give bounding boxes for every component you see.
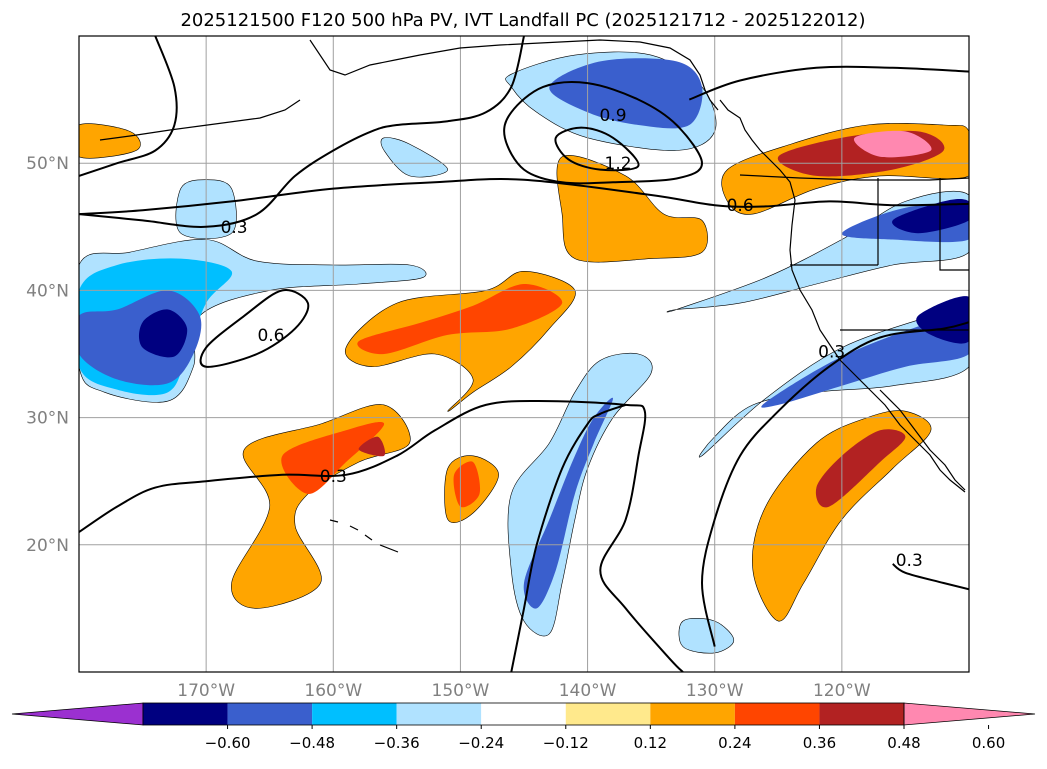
- coastlines: [99, 39, 969, 553]
- filled-region-3: [138, 309, 188, 358]
- coastline-north-america: [719, 99, 966, 493]
- colorbar-tick-label-1: −0.48: [289, 734, 335, 752]
- colorbar-tick-label-0: −0.60: [205, 734, 251, 752]
- colorbar-tick-label-2: −0.36: [374, 734, 420, 752]
- contour-label-4: 0.6: [727, 196, 754, 216]
- lat-tick-0: 20°N: [26, 536, 69, 556]
- colorbar-extend-low: [11, 702, 144, 726]
- filled-region-10: [892, 199, 969, 234]
- plot-frame: [78, 35, 970, 673]
- colorbar-segment-4: [396, 703, 482, 725]
- contour-label-0: 0.3: [221, 218, 248, 238]
- filled-region-23: [357, 283, 563, 355]
- contour-label-text: 0.3: [320, 467, 347, 487]
- contour-line-3: [79, 399, 684, 672]
- filled-region-15: [523, 397, 613, 609]
- colorbar-segment-6: [565, 703, 651, 725]
- contour-line-5: [700, 321, 969, 647]
- border-states: [790, 178, 969, 331]
- contour-label-5: 0.3: [320, 467, 347, 487]
- contour-label-2: 0.9: [599, 106, 626, 126]
- filled-region-12: [761, 313, 969, 408]
- colorbar-tick-label-7: 0.36: [803, 734, 836, 752]
- contour-line-1: [79, 36, 178, 177]
- contour-label-text: 0.6: [727, 196, 754, 216]
- filled-region-26: [358, 436, 386, 457]
- contour-line-7: [79, 178, 969, 216]
- contour-labels: 0.3 0.6 0.9 1.2 0.6 0.3 0.3 0.3: [221, 106, 923, 571]
- colorbar-tick-label-9: 0.60: [972, 734, 1005, 752]
- colorbar-tick-label-5: 0.12: [634, 734, 667, 752]
- filled-region-13: [916, 296, 969, 344]
- filled-region-21: [853, 130, 932, 158]
- contour-label-7: 0.3: [896, 551, 923, 571]
- contour-line-2: [199, 289, 310, 368]
- contour-line-9: [554, 126, 640, 172]
- lon-tick-3: 140°W: [559, 681, 617, 701]
- pc-contours: [79, 36, 969, 672]
- coastline-alaska: [309, 39, 719, 111]
- lon-tick-4: 130°W: [686, 681, 744, 701]
- latitude-tick-labels: 20°N 30°N 40°N 50°N: [26, 154, 69, 556]
- contour-line-6: [892, 563, 969, 591]
- chart-title: 2025121500 F120 500 hPa PV, IVT Landfall…: [180, 10, 865, 31]
- contour-line-4: [510, 403, 627, 672]
- lat-tick-1: 30°N: [26, 409, 69, 429]
- coastline-aleutians: [99, 99, 301, 141]
- lon-tick-2: 150°W: [432, 681, 490, 701]
- filled-region-16: [678, 618, 735, 654]
- colorbar-tick-label-6: 0.24: [718, 734, 751, 752]
- contour-label-text: 1.2: [605, 154, 632, 174]
- colorbar: −0.60 −0.48 −0.36 −0.24 −0.12 0.12 0.24 0.36 0.4…: [11, 702, 1036, 752]
- contour-label-text: 0.3: [896, 551, 923, 571]
- coastline-hawaii: [329, 519, 399, 553]
- longitude-tick-labels: 170°W 160°W 150°W 140°W 130°W 120°W: [177, 681, 871, 701]
- colorbar-tick-label-8: 0.48: [887, 734, 920, 752]
- colorbar-tick-label-3: −0.24: [458, 734, 504, 752]
- colorbar-segment-8: [734, 703, 820, 725]
- contour-line-0: [79, 36, 525, 228]
- colorbar-segment-9: [819, 703, 904, 725]
- lon-tick-0: 170°W: [177, 681, 235, 701]
- colorbar-frame: [142, 702, 905, 726]
- coastline-baja: [879, 389, 966, 491]
- contour-label-text: 0.9: [599, 106, 626, 126]
- contour-label-6: 0.3: [818, 342, 845, 362]
- lat-tick-3: 50°N: [26, 154, 69, 174]
- lat-tick-2: 40°N: [26, 281, 69, 301]
- filled-region-18: [79, 123, 141, 159]
- contour-line-8: [503, 81, 704, 185]
- contour-label-3: 1.2: [605, 154, 632, 174]
- filled-region-5: [380, 137, 449, 178]
- lon-tick-1: 160°W: [304, 681, 362, 701]
- contour-line-10: [688, 65, 969, 101]
- filled-region-30: [815, 429, 906, 508]
- border-us-canada: [739, 174, 969, 181]
- colorbar-segment-7: [650, 703, 735, 725]
- colorbar-segment-3: [312, 703, 397, 725]
- colorbar-tick-label-4: −0.12: [543, 734, 589, 752]
- colorbar-segment-1: [143, 703, 228, 725]
- lon-tick-5: 120°W: [813, 681, 871, 701]
- contour-label-1: 0.6: [257, 326, 284, 346]
- colorbar-extend-high: [903, 702, 1036, 726]
- contour-label-text: 0.6: [257, 326, 284, 346]
- contour-label-text: 0.3: [221, 218, 248, 238]
- colorbar-segment-2: [227, 703, 313, 725]
- colorbar-segment-5: [481, 703, 566, 725]
- contour-label-text: 0.3: [818, 342, 845, 362]
- filled-region-24: [231, 404, 411, 609]
- graticule: [79, 36, 969, 672]
